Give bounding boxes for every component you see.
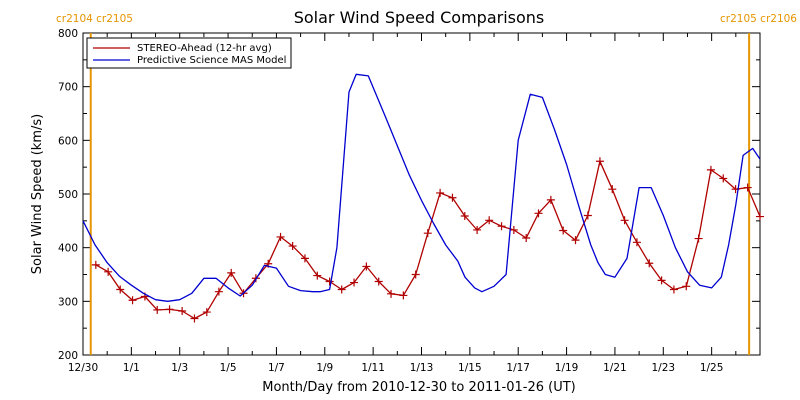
data-point bbox=[473, 225, 482, 234]
data-point bbox=[682, 282, 691, 291]
data-point bbox=[337, 285, 346, 294]
y-tick-label: 300 bbox=[58, 296, 78, 308]
series-layer bbox=[82, 73, 764, 323]
data-point bbox=[153, 305, 162, 314]
x-tick-label: 1/11 bbox=[361, 362, 385, 374]
data-point bbox=[288, 242, 297, 251]
y-tick-label: 800 bbox=[58, 28, 78, 40]
data-point bbox=[387, 289, 396, 298]
data-point bbox=[509, 225, 518, 234]
x-tick-label: 1/5 bbox=[220, 362, 237, 374]
data-point bbox=[571, 236, 580, 245]
x-tick-label: 1/13 bbox=[410, 362, 434, 374]
data-point bbox=[190, 314, 199, 323]
data-point bbox=[313, 271, 322, 280]
y-tick-label: 400 bbox=[58, 243, 78, 255]
series-line-0 bbox=[95, 160, 761, 320]
data-point bbox=[645, 259, 654, 268]
x-tick-label: 1/1 bbox=[123, 362, 140, 374]
data-point bbox=[276, 232, 285, 241]
legend-label-mas: Predictive Science MAS Model bbox=[137, 55, 286, 66]
data-point bbox=[534, 209, 543, 218]
data-point bbox=[128, 296, 137, 305]
data-point bbox=[657, 276, 666, 285]
data-point bbox=[423, 229, 432, 238]
data-point bbox=[374, 277, 383, 286]
data-point bbox=[300, 254, 309, 263]
x-tick-label: 1/25 bbox=[700, 362, 724, 374]
x-tick-label: 12/30 bbox=[68, 362, 98, 374]
x-tick-label: 1/23 bbox=[651, 362, 675, 374]
data-point bbox=[460, 212, 469, 221]
x-tick-label: 1/21 bbox=[603, 362, 627, 374]
data-point bbox=[632, 238, 641, 247]
x-axis: 12/30 1/1 1/3 1/5 1/7 1/9 1/11 1/13 1/15 1/17 1/19… bbox=[68, 33, 737, 374]
y-tick-label: 600 bbox=[58, 135, 78, 147]
chart-title: Solar Wind Speed Comparisons bbox=[294, 8, 545, 27]
data-point bbox=[399, 291, 408, 300]
data-point bbox=[91, 260, 100, 269]
data-point bbox=[411, 270, 420, 279]
data-point bbox=[546, 195, 555, 204]
legend: STEREO-Ahead (12-hr avg) Predictive Scie… bbox=[86, 37, 292, 69]
x-axis-label: Month/Day from 2010-12-30 to 2011-01-26 … bbox=[262, 380, 575, 395]
data-point bbox=[227, 268, 236, 277]
legend-label-stereo: STEREO-Ahead (12-hr avg) bbox=[137, 43, 272, 54]
y-axis: 200 300 400 500 600 700 800 bbox=[58, 28, 760, 362]
data-point bbox=[522, 234, 531, 243]
plot-frame bbox=[82, 32, 761, 356]
data-point bbox=[350, 278, 359, 287]
data-point bbox=[583, 211, 592, 220]
data-point bbox=[559, 226, 568, 235]
data-point bbox=[595, 157, 604, 166]
x-tick-label: 1/7 bbox=[268, 362, 285, 374]
data-point bbox=[743, 183, 752, 192]
x-tick-label: 1/19 bbox=[555, 362, 579, 374]
data-point bbox=[669, 285, 678, 294]
data-point bbox=[706, 165, 715, 174]
carrington-label: cr2104 cr2105 bbox=[56, 13, 133, 25]
x-tick-label: 1/17 bbox=[506, 362, 530, 374]
data-point bbox=[362, 262, 371, 271]
x-tick-label: 1/15 bbox=[458, 362, 482, 374]
data-point bbox=[485, 216, 494, 225]
data-point bbox=[202, 308, 211, 317]
y-tick-label: 700 bbox=[58, 82, 78, 94]
data-point bbox=[165, 305, 174, 314]
x-tick-label: 1/3 bbox=[171, 362, 188, 374]
y-axis-label: Solar Wind Speed (km/s) bbox=[30, 114, 45, 274]
data-point bbox=[325, 277, 334, 286]
data-point bbox=[448, 193, 457, 202]
data-point bbox=[214, 287, 223, 296]
data-point bbox=[620, 216, 629, 225]
data-point bbox=[104, 267, 113, 276]
data-point bbox=[719, 174, 728, 183]
y-tick-label: 200 bbox=[58, 350, 78, 362]
data-point bbox=[497, 222, 506, 231]
data-point bbox=[694, 234, 703, 243]
legend-box bbox=[86, 37, 292, 69]
y-tick-label: 500 bbox=[58, 189, 78, 201]
series-line-1 bbox=[82, 73, 761, 302]
data-point bbox=[116, 285, 125, 294]
data-point bbox=[608, 185, 617, 194]
carrington-label: cr2105 cr2106 bbox=[720, 13, 797, 25]
carrington-rotation-markers: cr2104 cr2105 cr2105 cr2106 bbox=[56, 13, 797, 355]
data-point bbox=[436, 188, 445, 197]
data-point bbox=[178, 306, 187, 315]
data-point bbox=[756, 212, 764, 221]
x-tick-label: 1/9 bbox=[316, 362, 333, 374]
